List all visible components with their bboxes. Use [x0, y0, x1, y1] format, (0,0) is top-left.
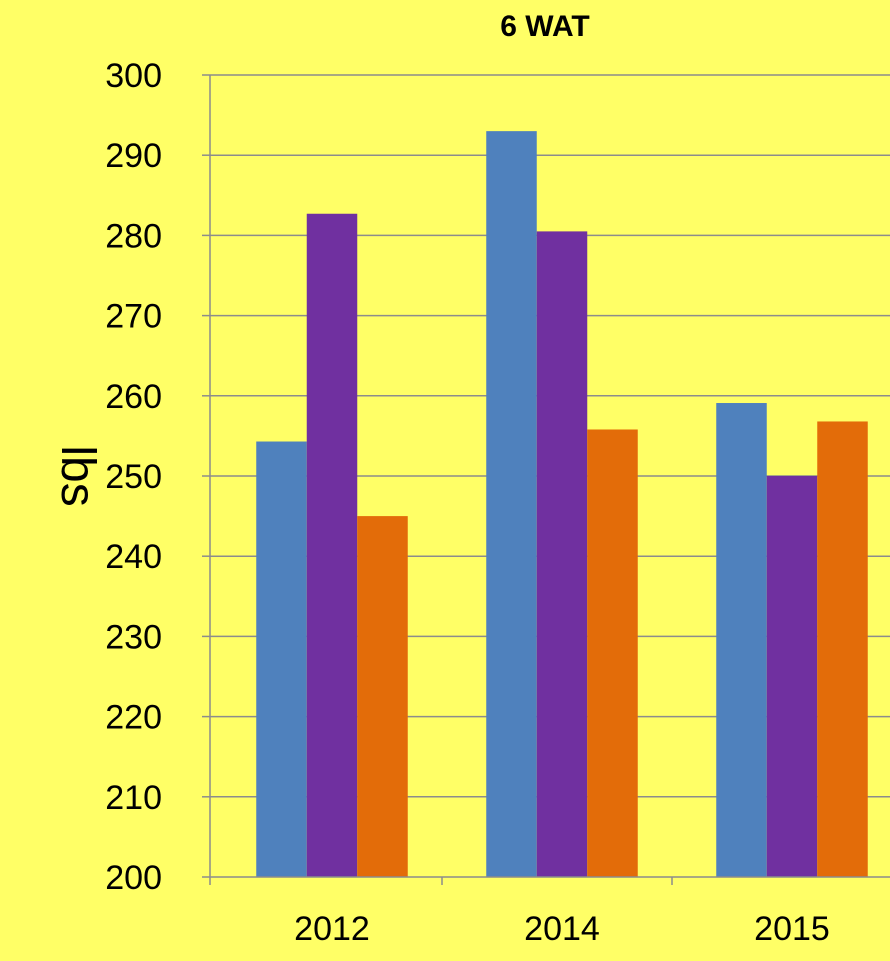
- bar: [536, 231, 588, 877]
- y-tick-label: 290: [105, 137, 162, 175]
- y-tick-label: 260: [105, 378, 162, 416]
- y-tick-label: 230: [105, 618, 162, 656]
- y-tick-label: 200: [105, 859, 162, 897]
- bar: [486, 131, 537, 877]
- axes: [202, 74, 890, 885]
- bar: [357, 516, 408, 877]
- y-tick-label: 280: [105, 217, 162, 255]
- y-tick-label: 270: [105, 298, 162, 336]
- bars: [256, 131, 868, 878]
- bar: [817, 421, 868, 877]
- x-tick-labels: 2012 2014 2015: [294, 910, 830, 948]
- bar: [716, 403, 767, 877]
- bar: [306, 213, 358, 878]
- y-tick-label: 300: [105, 57, 162, 95]
- x-tick-label: 2014: [524, 910, 600, 948]
- y-tick-labels: 200 210 220 230 240 250 260 270 280 290 300: [105, 57, 162, 897]
- chart-title: 6 WAT: [500, 10, 589, 43]
- y-tick-label: 220: [105, 699, 162, 737]
- x-tick-label: 2012: [294, 910, 370, 948]
- x-tick-label: 2015: [754, 910, 830, 948]
- bar: [256, 441, 307, 877]
- y-tick-label: 240: [105, 538, 162, 576]
- bar: [766, 476, 818, 877]
- y-tick-label: 250: [105, 458, 162, 496]
- bar: [587, 429, 638, 877]
- y-axis-label: lbs: [51, 445, 104, 506]
- y-tick-label: 210: [105, 779, 162, 817]
